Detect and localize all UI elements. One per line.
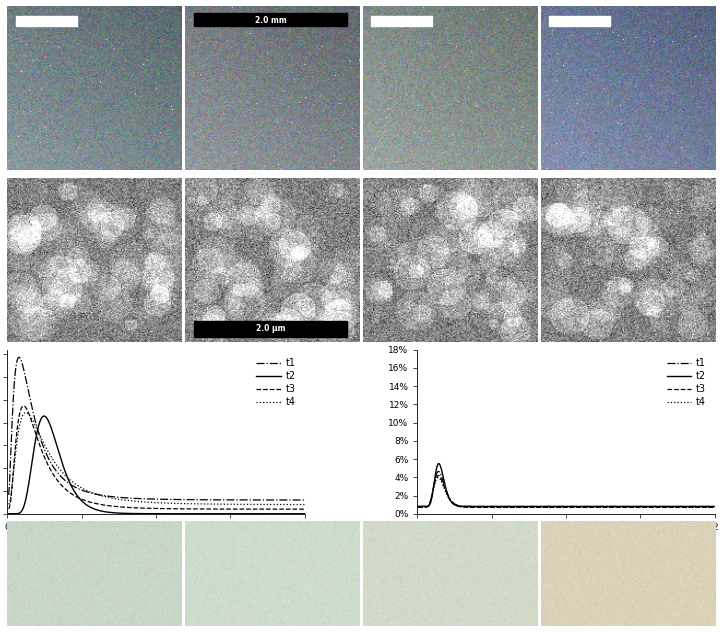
Bar <box>549 16 610 26</box>
Bar <box>193 321 347 337</box>
Bar <box>16 16 77 26</box>
X-axis label: d (μm): d (μm) <box>550 537 583 547</box>
Bar <box>371 16 432 26</box>
Legend: t1, t2, t3, t4: t1, t2, t3, t4 <box>663 355 710 411</box>
Bar <box>193 13 347 26</box>
Text: 2.0 mm: 2.0 mm <box>254 16 286 25</box>
Legend: t1, t2, t3, t4: t1, t2, t3, t4 <box>253 355 300 411</box>
X-axis label: d (mm): d (mm) <box>138 537 174 547</box>
Text: 2.0 μm: 2.0 μm <box>256 324 285 334</box>
